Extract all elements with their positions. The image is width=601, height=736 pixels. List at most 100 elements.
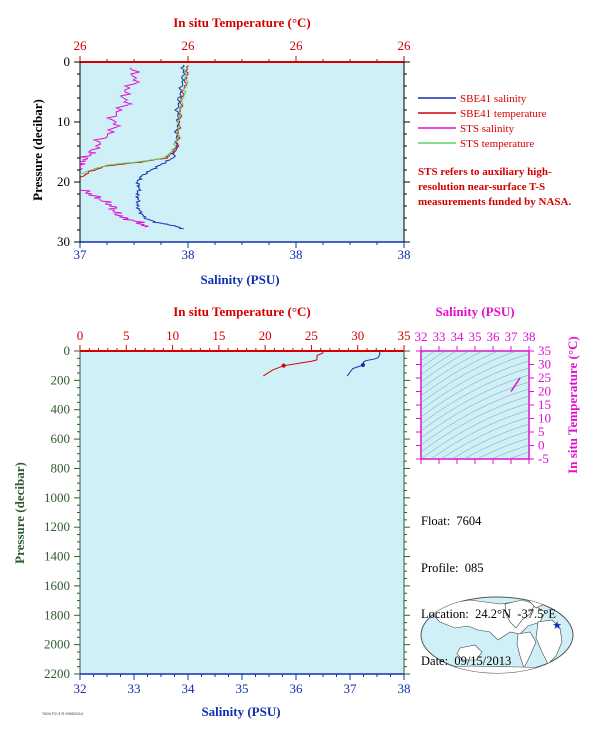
panel-2-bottom-tick-label: 33 bbox=[128, 681, 141, 696]
panel-3-ts-line bbox=[510, 377, 521, 392]
panel-2-salinity-line bbox=[346, 351, 381, 377]
panel-1-y-tick-label: 20 bbox=[57, 174, 70, 189]
panel-2-top-tick-label: 25 bbox=[305, 328, 318, 343]
panel-3-series bbox=[510, 377, 521, 392]
panel-3-contour bbox=[451, 423, 529, 459]
panel-1-bottom-tick-label: 37 bbox=[74, 247, 88, 262]
panel-2-y-tick-label: 1200 bbox=[44, 519, 70, 534]
panel-3-contour bbox=[421, 351, 499, 397]
panel-3-contour bbox=[421, 388, 529, 446]
panel-2-bottom-tick-label: 34 bbox=[182, 681, 196, 696]
legend-label-sts-salinity: STS salinity bbox=[460, 123, 515, 135]
panel-3-contour bbox=[421, 351, 436, 362]
panel-3-ticks bbox=[416, 346, 534, 464]
panel-3-right-tick-label: 5 bbox=[538, 424, 545, 439]
panel-3-contour bbox=[421, 353, 529, 411]
float-info: Float: 7604 Profile: 085 Location: 24.2°… bbox=[421, 483, 556, 685]
panel-3-contour bbox=[421, 351, 470, 383]
panel-3-top-tick-label: 38 bbox=[523, 329, 536, 344]
panel-2-top-tick-label: 0 bbox=[77, 328, 84, 343]
panel-3-top-tick-label: 36 bbox=[487, 329, 501, 344]
panel-3-top-tick-label: 33 bbox=[433, 329, 446, 344]
panel-1-y-tick-label: 0 bbox=[64, 54, 71, 69]
panel-3-contour bbox=[508, 452, 529, 459]
panel-2-bottom-tick-label: 35 bbox=[236, 681, 249, 696]
panel-2-y-tick-label: 600 bbox=[51, 431, 71, 446]
panel-1-series-line-2 bbox=[80, 67, 149, 228]
panel-1-top-tick-label: 26 bbox=[290, 38, 304, 53]
credit-text: 7604 P2.3 R 09052014 bbox=[42, 711, 84, 716]
panel-3-contour bbox=[421, 395, 529, 453]
panel-3-contour bbox=[430, 409, 529, 459]
panel-2-tick-labels: 0 5 10 15 20 25 30 35 32 33 34 35 36 37 38 0 200 400 600 80… bbox=[44, 328, 411, 696]
panel-2-y-tick-label: 1000 bbox=[44, 490, 70, 505]
panel-1-top-axis-label: In situ Temperature (°C) bbox=[173, 15, 311, 30]
panel-3-right-tick-label: 35 bbox=[538, 343, 551, 358]
panel-1-bottom-tick-label: 38 bbox=[182, 247, 195, 262]
panel-2-ticks bbox=[74, 345, 410, 680]
panel-3-contour bbox=[476, 437, 529, 459]
map-land bbox=[429, 597, 566, 673]
panel-1-y-axis-label: Pressure (decibar) bbox=[30, 99, 45, 201]
panel-3-top-tick-label: 32 bbox=[415, 329, 428, 344]
panel-3-contour bbox=[440, 416, 529, 459]
world-map: ★ bbox=[420, 596, 574, 674]
panel-3-contour bbox=[421, 351, 446, 369]
legend-label-sbe41-salinity: SBE41 salinity bbox=[460, 93, 527, 105]
float-location: Location: 24.2°N -37.5°E bbox=[421, 607, 556, 621]
panel-1-bottom-tick-label: 38 bbox=[398, 247, 411, 262]
panel-3-contour bbox=[463, 430, 529, 459]
panel-1-plot-area bbox=[79, 61, 405, 243]
panel-3-contour bbox=[421, 351, 457, 376]
panel-3-contour bbox=[421, 351, 484, 390]
panel-3-right-tick-label: 10 bbox=[538, 411, 551, 426]
panel-3-contour bbox=[491, 444, 529, 459]
panel-2-y-tick-label: 200 bbox=[51, 372, 71, 387]
panel-1-bottom-axis-label: Salinity (PSU) bbox=[200, 272, 279, 287]
panel-3-right-tick-label: 30 bbox=[538, 357, 551, 372]
panel-3-contour bbox=[421, 367, 529, 425]
panel-3-right-axis-label: In situ Temperature (°C) bbox=[565, 336, 580, 474]
panel-1-y-tick-label: 30 bbox=[57, 234, 70, 249]
panel-2-y-tick-label: 1800 bbox=[44, 607, 70, 622]
panel-2-temperature-marker bbox=[281, 363, 286, 368]
panel-1-bottom-tick-label: 38 bbox=[290, 247, 303, 262]
panel-2-y-tick-label: 1400 bbox=[44, 549, 70, 564]
sts-note: STS refers to auxiliary high-resolution … bbox=[418, 166, 572, 208]
panel-2-top-tick-label: 30 bbox=[351, 328, 364, 343]
panel-3-right-tick-label: 20 bbox=[538, 384, 551, 399]
panel-2-bottom-axis-label: Salinity (PSU) bbox=[201, 704, 280, 719]
panel-2-y-tick-label: 2200 bbox=[44, 666, 70, 681]
panel-2-y-tick-label: 0 bbox=[64, 343, 71, 358]
panel-3-right-tick-label: 15 bbox=[538, 397, 551, 412]
panel-3-top-tick-label: 35 bbox=[469, 329, 482, 344]
panel-3-top-tick-label: 37 bbox=[505, 329, 519, 344]
panel-1-legend: SBE41 salinity SBE41 temperature STS sal… bbox=[418, 93, 547, 150]
panel-3-plot-area bbox=[420, 350, 530, 460]
panel-1-series-line-0 bbox=[134, 64, 187, 230]
panel-2-top-tick-label: 20 bbox=[259, 328, 272, 343]
panel-2-bottom-tick-label: 38 bbox=[398, 681, 411, 696]
panel-2-bottom-tick-label: 36 bbox=[290, 681, 304, 696]
panel-3-contour bbox=[421, 360, 529, 418]
panel-2: In situ Temperature (°C) Salinity (PSU) … bbox=[12, 304, 411, 719]
panel-1-series bbox=[80, 64, 189, 230]
panel-1-ticks bbox=[74, 56, 410, 248]
panel-2-plot-area bbox=[79, 350, 405, 675]
panel-2-y-axis-label: Pressure (decibar) bbox=[12, 462, 27, 564]
panel-1-y-tick-label: 10 bbox=[57, 114, 70, 129]
panel-2-top-tick-label: 35 bbox=[398, 328, 411, 343]
panel-2-y-tick-label: 1600 bbox=[44, 578, 70, 593]
panel-2-temperature-line bbox=[263, 351, 324, 377]
float-id: Float: 7604 bbox=[421, 514, 482, 528]
panel-2-top-tick-label: 5 bbox=[123, 328, 130, 343]
panel-3-contour bbox=[421, 374, 529, 432]
profile-date: Date: 09/15/2013 bbox=[421, 653, 512, 668]
panel-3-right-tick-label: 0 bbox=[538, 438, 545, 453]
panel-3-contour bbox=[421, 351, 518, 404]
land-australia bbox=[456, 644, 483, 661]
profile-number: Profile: 085 bbox=[421, 560, 484, 575]
panel-3-density-contours bbox=[421, 351, 529, 459]
